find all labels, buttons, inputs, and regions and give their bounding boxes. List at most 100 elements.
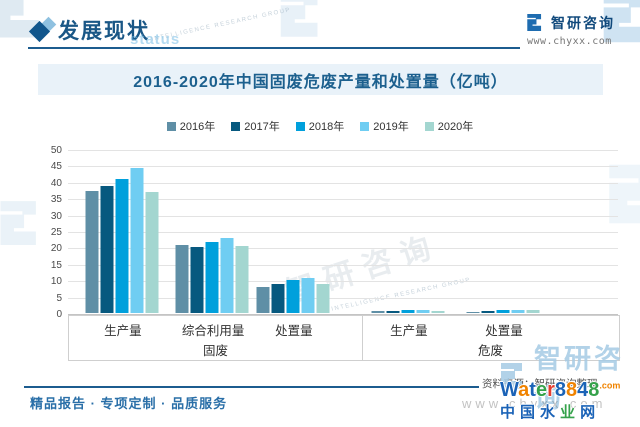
y-axis-tick-label: 25 <box>50 227 62 238</box>
y-axis-tick-label: 5 <box>56 292 62 304</box>
y-axis-tick-label: 35 <box>50 194 62 206</box>
legend-swatch <box>166 121 176 131</box>
brand-url: www.chyxx.com <box>527 36 612 47</box>
axis-metric-label: 生产量 <box>390 324 428 338</box>
legend-item: 2020年 <box>424 118 473 134</box>
legend-swatch <box>231 121 241 131</box>
bar <box>220 237 234 313</box>
y-axis-tick-label: 50 <box>50 145 62 156</box>
gridline <box>68 199 618 201</box>
y-axis-tick-label: 30 <box>50 210 62 222</box>
bar <box>100 185 114 313</box>
bar <box>271 283 285 313</box>
bar <box>190 246 204 313</box>
section-diamond-icon <box>28 16 57 44</box>
legend-item: 2016年 <box>166 118 216 134</box>
watermark-letter: r <box>547 379 555 401</box>
watermark-letter: 8 <box>565 379 578 401</box>
site-watermark-cn-name: 中国水业网 <box>500 401 620 422</box>
axis-metric-label: 处置量 <box>485 324 523 338</box>
watermark-letter: W <box>500 379 519 401</box>
gray-url-watermark: www.chyxx.com <box>462 396 607 411</box>
bar <box>481 311 495 313</box>
watermark-letter: e <box>535 379 548 401</box>
bar <box>431 310 445 313</box>
bar <box>371 311 385 313</box>
chart-title: 2016-2020年中国固废危废产量和处置量（亿吨） <box>133 73 508 91</box>
x-axis-label-box: 生产量 综合利用量 处置量 生产量 处置量固废 危废 <box>68 315 620 361</box>
bar <box>286 279 300 313</box>
chart-legend: 2016年 2017年 2018年 2019年 2020年 <box>0 118 640 134</box>
bar-group <box>371 310 445 313</box>
bar <box>301 277 315 313</box>
y-axis-tick-label: 20 <box>50 243 62 255</box>
y-axis-tick-label: 10 <box>50 276 62 288</box>
footer-brand-watermark: 智研咨询 <box>496 337 640 415</box>
bar <box>316 284 330 313</box>
plot-area <box>68 150 618 315</box>
legend-label: 2017年 <box>244 121 280 133</box>
bar <box>85 191 99 313</box>
watermark-letter: 8 <box>554 379 566 401</box>
watermark-letter: t <box>529 379 536 401</box>
y-axis-tick-label: 0 <box>56 309 62 320</box>
watermark-letter: 水 <box>540 404 561 421</box>
axis-metric-label: 处置量 <box>275 324 313 338</box>
bar-group <box>256 277 330 313</box>
gridline <box>68 215 618 217</box>
gridline <box>68 281 618 283</box>
footer-tagline: 精品报告 · 专项定制 · 品质服务 <box>30 396 228 411</box>
gridline <box>68 264 618 266</box>
legend-swatch <box>360 121 370 131</box>
bar <box>115 178 129 313</box>
y-axis: 0 5 10 15 20 25 30 35 40 45 50 <box>36 145 62 320</box>
gridline <box>68 314 618 315</box>
bar-group <box>85 167 159 313</box>
page-title: 发展现状 <box>58 20 150 43</box>
bar <box>496 310 510 313</box>
axis-parent-label: 危废 <box>478 344 504 358</box>
bar <box>205 242 219 313</box>
y-axis-tick-label: 45 <box>50 161 62 173</box>
header-divider <box>28 47 520 49</box>
watermark-letter: 网 <box>580 404 601 421</box>
gridline <box>68 248 618 250</box>
watermark-letter: 中 <box>500 404 521 421</box>
gridline <box>68 166 618 168</box>
bar <box>235 246 249 313</box>
gridline <box>68 297 618 299</box>
bar <box>256 286 270 313</box>
bar <box>130 167 144 313</box>
watermark-suffix: .com <box>599 380 621 391</box>
legend-item: 2019年 <box>360 118 409 134</box>
gridline <box>68 182 618 184</box>
status-watermark-text: status <box>130 31 181 48</box>
gridline <box>68 150 618 151</box>
chart-title-banner: 2016-2020年中国固废危废产量和处置量（亿吨） <box>38 64 603 95</box>
axis-parent-label: 固废 <box>203 344 229 358</box>
legend-item: 2017年 <box>231 118 280 134</box>
bar <box>416 310 430 313</box>
axis-section-divider <box>362 316 364 360</box>
footer-divider <box>24 386 479 388</box>
axis-metric-label: 生产量 <box>104 324 142 338</box>
y-axis-tick-label: 40 <box>50 177 62 189</box>
bar <box>511 310 525 313</box>
bar <box>175 245 189 313</box>
axis-metric-label: 综合利用量 <box>181 324 245 338</box>
watermark-letter: a <box>518 379 530 401</box>
site-watermark-wordmark: Water8848.com <box>500 379 620 402</box>
gridline <box>68 232 618 233</box>
legend-label: 2019年 <box>373 121 409 133</box>
legend-label: 2018年 <box>308 121 345 133</box>
bar-group <box>175 237 249 313</box>
legend-label: 2016年 <box>179 121 216 133</box>
y-axis-tick-label: 15 <box>50 259 62 271</box>
background-logo-watermark <box>272 0 328 42</box>
watermark-letter: 8 <box>588 379 600 401</box>
footer-brand-watermark-text: 智研咨询 <box>534 344 624 413</box>
bar <box>145 192 159 313</box>
brand-logo-icon <box>524 12 545 33</box>
bar-group <box>466 310 540 313</box>
